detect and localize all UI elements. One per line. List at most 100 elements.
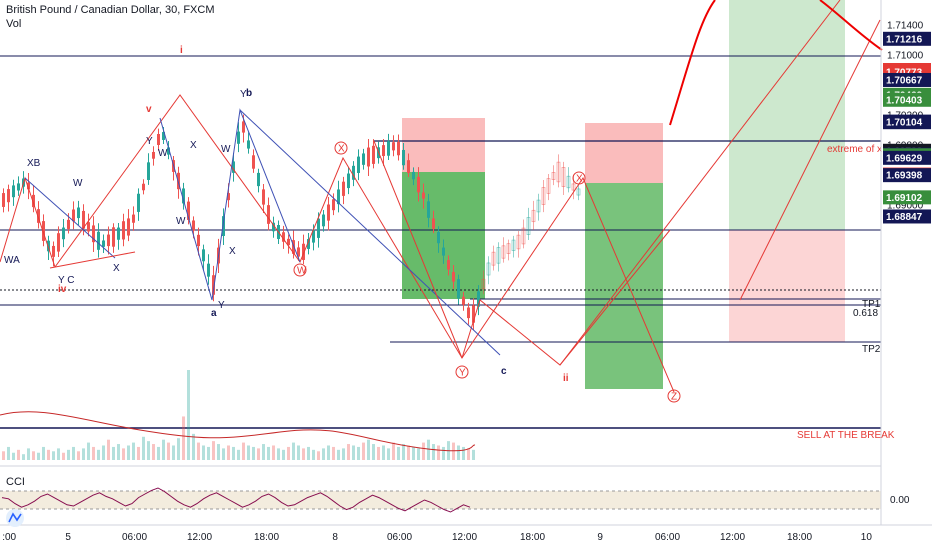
cci-tick-label: 0.00 bbox=[890, 495, 910, 506]
symbol-title[interactable]: British Pound / Canadian Dollar, 30, FXC… bbox=[6, 4, 215, 16]
volume-bar bbox=[257, 448, 260, 460]
volume-bar bbox=[352, 445, 355, 460]
time-tick-label: 18:00 bbox=[520, 532, 545, 543]
candle-body bbox=[347, 173, 350, 189]
candle-body bbox=[2, 193, 5, 207]
volume-bar bbox=[112, 446, 115, 460]
candle-body bbox=[42, 221, 45, 241]
price-tag: 1.71216 bbox=[883, 31, 931, 46]
projection-line bbox=[559, 0, 841, 366]
wave-label: W bbox=[158, 148, 168, 159]
time-tick-label: 5 bbox=[65, 532, 71, 543]
volume-bar bbox=[362, 442, 365, 460]
candle-body bbox=[462, 296, 465, 305]
candle-body bbox=[27, 182, 30, 190]
candle-body bbox=[387, 141, 390, 156]
candle-body bbox=[267, 205, 270, 224]
candle-body bbox=[576, 188, 581, 196]
circled-wave-label: X bbox=[338, 144, 345, 155]
candle-body bbox=[551, 172, 556, 180]
candle-body bbox=[47, 240, 50, 252]
volume-bar bbox=[282, 449, 285, 460]
volume-bar bbox=[77, 451, 80, 460]
candle-body bbox=[496, 247, 501, 264]
volume-bar bbox=[2, 451, 5, 460]
volume-bar bbox=[202, 445, 205, 460]
wave-line bbox=[239, 109, 501, 356]
volume-bar bbox=[237, 449, 240, 460]
volume-bar bbox=[307, 446, 310, 460]
volume-bar bbox=[222, 448, 225, 460]
volume-bar bbox=[72, 446, 75, 460]
price-tag-label: 1.69398 bbox=[886, 171, 923, 182]
candle-body bbox=[77, 207, 80, 219]
candle-body bbox=[122, 221, 125, 240]
price-tag-bg bbox=[883, 190, 931, 205]
wave-label: W bbox=[176, 216, 186, 227]
volume-bar bbox=[372, 444, 375, 460]
volume-bar bbox=[62, 452, 65, 460]
candle-body bbox=[561, 167, 566, 187]
time-tick-label: 12:00 bbox=[452, 532, 477, 543]
volume-bar bbox=[167, 442, 170, 460]
volume-bar bbox=[47, 449, 50, 460]
candle-body bbox=[167, 147, 170, 155]
volume-bar bbox=[22, 454, 25, 460]
volume-bar bbox=[462, 446, 465, 460]
volume-bar bbox=[297, 445, 300, 460]
candle-body bbox=[571, 183, 576, 191]
take-profit-zone bbox=[402, 172, 485, 299]
wave-label: Y bbox=[240, 89, 247, 100]
volume-bar bbox=[157, 446, 160, 460]
volume-bar bbox=[177, 438, 180, 460]
time-tick-label: 18:00 bbox=[787, 532, 812, 543]
candle-body bbox=[82, 210, 85, 229]
time-tick-label: 18:00 bbox=[254, 532, 279, 543]
candle-body bbox=[312, 229, 315, 243]
price-tag-label: 1.71216 bbox=[886, 34, 923, 45]
candle-body bbox=[422, 192, 425, 199]
candle-body bbox=[302, 243, 305, 260]
volume-legend[interactable]: Vol bbox=[6, 18, 22, 30]
time-tick-label: 06:00 bbox=[122, 532, 147, 543]
cci-legend[interactable]: CCI bbox=[6, 476, 25, 488]
candle-body bbox=[472, 305, 475, 323]
candle-body bbox=[467, 307, 470, 319]
volume-bar bbox=[332, 446, 335, 460]
circled-wave-label: Z bbox=[671, 392, 677, 403]
volume-bar bbox=[387, 448, 390, 460]
candle-body bbox=[147, 162, 150, 180]
candle-body bbox=[556, 161, 561, 183]
price-tag-bg bbox=[883, 168, 931, 183]
volume-bar bbox=[187, 370, 190, 460]
candle-body bbox=[546, 178, 551, 194]
volume-bar bbox=[17, 449, 20, 460]
price-tag-label: 1.70403 bbox=[886, 95, 923, 106]
volume-bar bbox=[427, 439, 430, 460]
price-tag-label: 1.69102 bbox=[886, 193, 923, 204]
candle-body bbox=[152, 151, 155, 159]
volume-bar bbox=[322, 448, 325, 460]
volume-bar bbox=[132, 442, 135, 460]
projection-line bbox=[739, 19, 881, 301]
candle-body bbox=[521, 227, 526, 245]
wave-label: X bbox=[229, 246, 236, 257]
candle-body bbox=[62, 227, 65, 240]
candle-body bbox=[52, 245, 55, 257]
price-tag-label: 1.70667 bbox=[886, 75, 923, 86]
wave-label: Y C bbox=[58, 275, 75, 286]
price-tag: 1.70403 bbox=[883, 92, 931, 107]
circled-wave-label: W bbox=[297, 266, 307, 277]
volume-bar bbox=[302, 448, 305, 460]
candle-body bbox=[287, 238, 290, 246]
wave-label: a bbox=[211, 308, 217, 319]
candle-body bbox=[242, 121, 245, 133]
price-tag: 1.69629 bbox=[883, 150, 931, 165]
candle-body bbox=[352, 165, 355, 180]
volume-bar bbox=[312, 449, 315, 460]
candle-body bbox=[367, 147, 370, 167]
candle-body bbox=[142, 183, 145, 191]
candle-body bbox=[237, 131, 240, 144]
